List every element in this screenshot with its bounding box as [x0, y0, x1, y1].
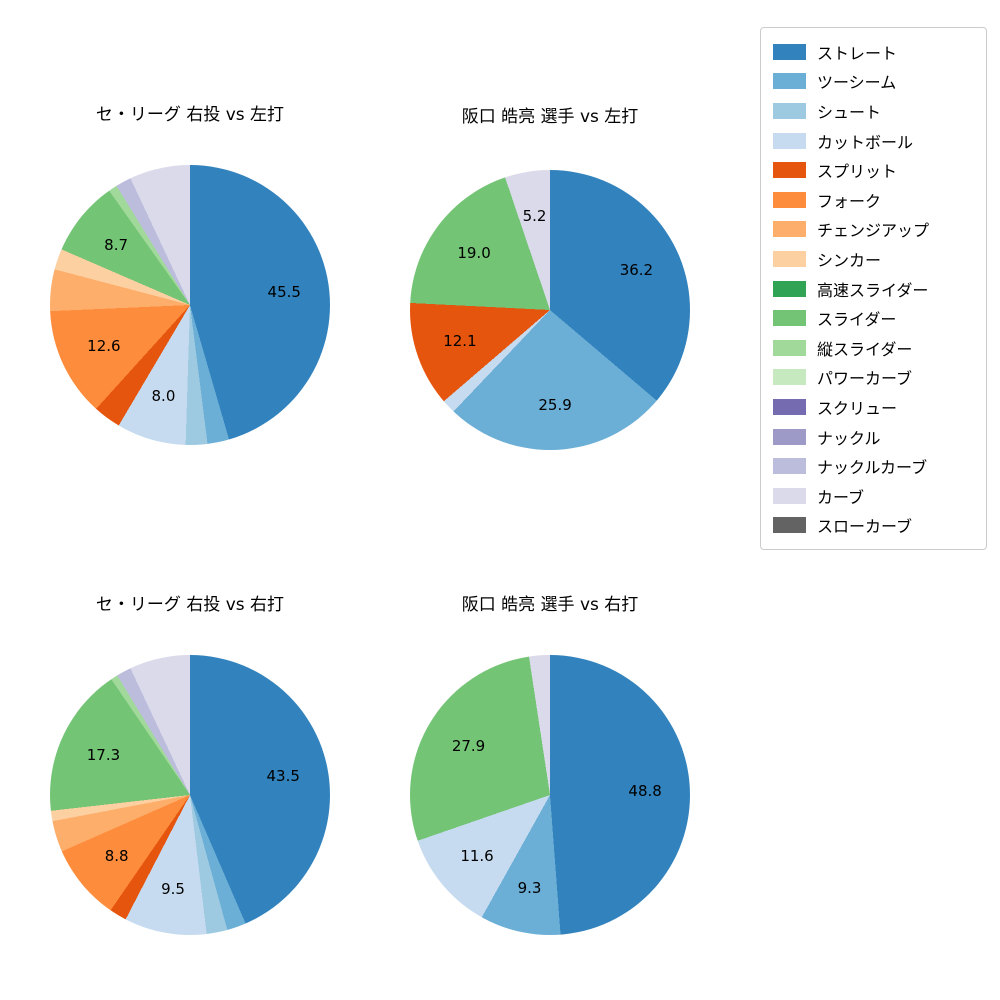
legend-color-swatch — [773, 369, 806, 386]
legend-label: ナックルカーブ — [817, 458, 928, 478]
legend-item: フォーク — [773, 185, 974, 215]
legend-label: ナックル — [817, 428, 881, 448]
legend-item: カーブ — [773, 481, 974, 511]
legend-item: スプリット — [773, 155, 974, 185]
legend-color-swatch — [773, 398, 806, 415]
legend-label: カーブ — [817, 487, 865, 507]
legend-label: スクリュー — [817, 398, 898, 418]
legend-label: シュート — [817, 102, 882, 122]
legend-label: カットボール — [817, 132, 914, 152]
pie: 43.5 9.5 8.8 17.3 — [50, 655, 330, 935]
pie-percent-label: 11.6 — [460, 847, 494, 866]
legend-item: チェンジアップ — [773, 215, 974, 245]
pie-percent-label: 45.5 — [267, 282, 301, 301]
legend-color-swatch — [773, 517, 806, 534]
pie-percent-label: 19.0 — [457, 243, 491, 262]
legend-item: ストレート — [773, 37, 974, 67]
pie-percent-label: 27.9 — [451, 736, 486, 755]
chart-title: 阪口 皓亮 選手 vs 右打 — [461, 595, 639, 615]
legend-label: スプリット — [817, 162, 898, 182]
pie-percent-label: 17.3 — [86, 746, 121, 765]
legend-item: 高速スライダー — [773, 274, 974, 304]
legend-color-swatch — [773, 487, 806, 504]
legend-item: スクリュー — [773, 392, 974, 422]
pie-percent-label: 8.7 — [104, 236, 129, 254]
legend-label: シンカー — [817, 250, 882, 270]
pie: 45.5 8.0 12.6 8.7 — [50, 165, 330, 445]
legend-label: パワーカーブ — [817, 369, 913, 389]
legend-color-swatch — [773, 132, 806, 149]
legend-label: スライダー — [817, 310, 897, 330]
pie-percent-label: 9.5 — [161, 879, 185, 898]
pie-percent-label: 9.3 — [517, 878, 542, 897]
legend: ストレートツーシームシュートカットボール スプリットフォークチェンジアップ シンカー… — [760, 27, 987, 551]
legend-color-swatch — [773, 280, 806, 297]
legend-item: 縦スライダー — [773, 333, 974, 363]
chart-title: セ・リーグ 右投 vs 左打 — [95, 105, 285, 125]
legend-color-swatch — [773, 339, 806, 356]
legend-color-swatch — [773, 43, 806, 60]
chart-title: セ・リーグ 右投 vs 右打 — [95, 595, 285, 615]
legend-item: ナックルカーブ — [773, 451, 974, 481]
legend-color-swatch — [773, 191, 806, 208]
legend-color-swatch — [773, 73, 806, 90]
legend-color-swatch — [773, 310, 806, 327]
pie-percent-label: 8.0 — [151, 387, 176, 406]
legend-label: 縦スライダー — [817, 339, 913, 359]
pie-percent-label: 5.2 — [522, 207, 547, 226]
pie-percent-label: 8.8 — [104, 846, 129, 865]
legend-item: ナックル — [773, 422, 974, 452]
legend-item: カットボール — [773, 126, 974, 156]
legend-item: スローカーブ — [773, 511, 974, 541]
legend-color-swatch — [773, 250, 806, 267]
pie-percent-label: 12.6 — [87, 336, 121, 355]
pie-percent-label: 25.9 — [538, 396, 572, 415]
legend-item: スライダー — [773, 303, 974, 333]
pie-percent-label: 48.8 — [628, 782, 662, 801]
pie-percent-label: 12.1 — [443, 331, 477, 350]
legend-label: 高速スライダー — [817, 280, 929, 300]
legend-color-swatch — [773, 458, 806, 475]
legend-label: フォーク — [817, 191, 882, 211]
legend-item: ツーシーム — [773, 67, 974, 97]
pie-percent-label: 43.5 — [266, 766, 300, 785]
legend-color-swatch — [773, 102, 806, 119]
pie: 48.8 9.3 11.6 27.9 — [410, 655, 690, 935]
legend-label: ストレート — [817, 43, 898, 63]
legend-item: シュート — [773, 96, 974, 126]
legend-color-swatch — [773, 428, 806, 445]
legend-label: スローカーブ — [817, 517, 913, 537]
chart-title: 阪口 皓亮 選手 vs 左打 — [461, 107, 639, 127]
legend-color-swatch — [773, 221, 806, 238]
legend-label: チェンジアップ — [817, 221, 930, 241]
legend-color-swatch — [773, 162, 806, 179]
pie-percent-label: 36.2 — [619, 261, 654, 279]
pie: 36.2 25.9 12.1 19.0 5.2 — [410, 170, 690, 450]
legend-item: シンカー — [773, 244, 974, 274]
legend-label: ツーシーム — [817, 73, 897, 93]
legend-item: パワーカーブ — [773, 363, 974, 393]
